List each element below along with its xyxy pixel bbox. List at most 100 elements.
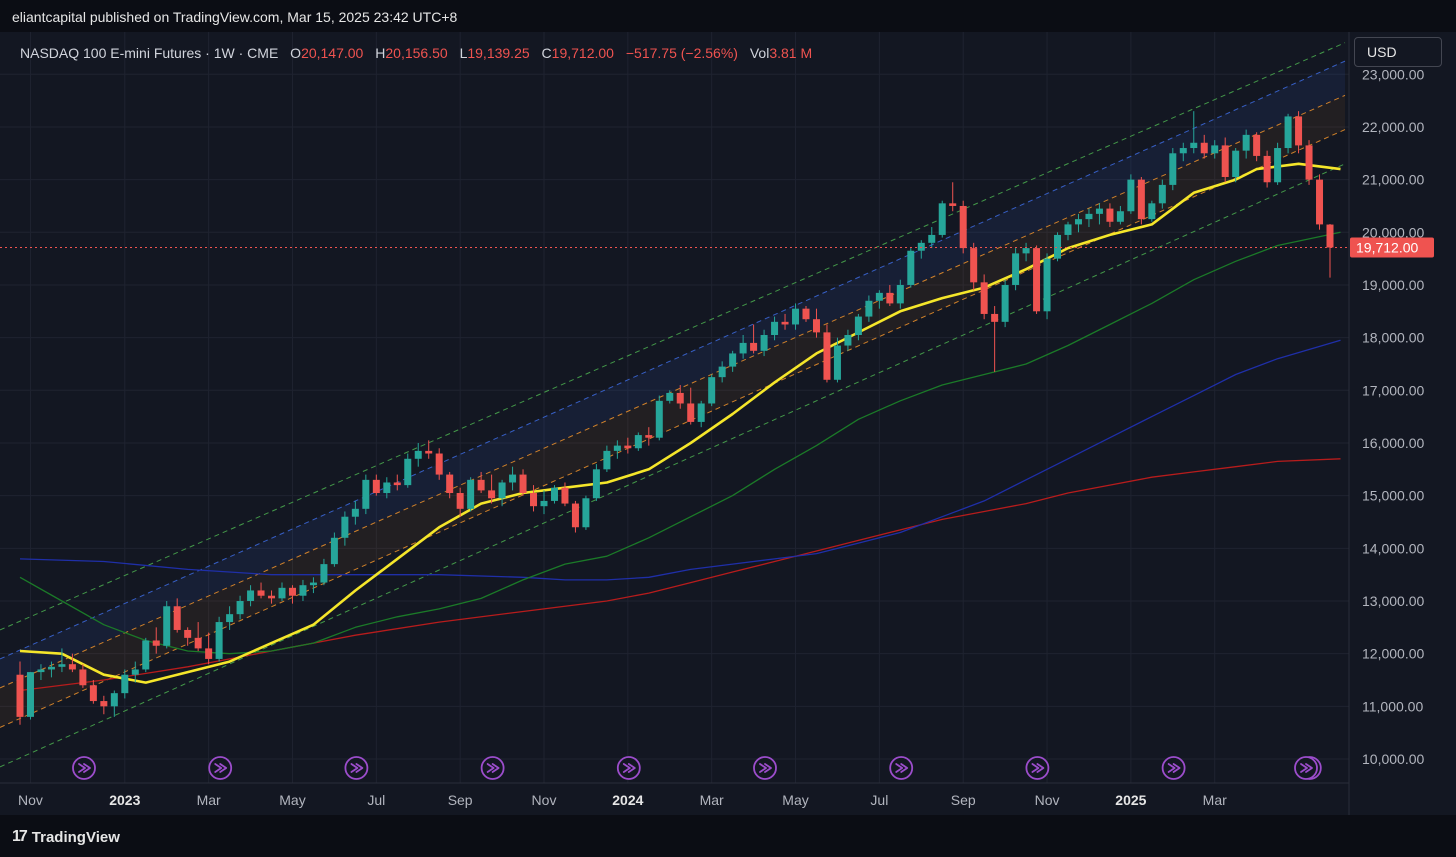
candle[interactable] — [330, 532, 338, 567]
candle[interactable] — [498, 479, 506, 507]
candle[interactable] — [37, 664, 45, 680]
candle[interactable] — [372, 474, 380, 496]
tradingview-logo[interactable]: 17 TradingView — [12, 827, 120, 847]
earnings-marker-icon[interactable] — [753, 756, 777, 780]
candle[interactable] — [205, 632, 213, 665]
time-axis[interactable]: Nov 2023 Mar May Jul Sep Nov 2024 Mar May Jul Sep No… — [18, 792, 1227, 808]
earnings-marker-icon[interactable] — [616, 756, 641, 780]
candle[interactable] — [697, 400, 705, 428]
candle[interactable] — [519, 469, 527, 496]
candle[interactable] — [477, 471, 485, 494]
candle[interactable] — [666, 390, 674, 404]
candle[interactable] — [1316, 174, 1324, 230]
candle[interactable] — [1263, 150, 1271, 188]
candle[interactable] — [634, 432, 642, 451]
candle[interactable] — [854, 313, 862, 341]
candle[interactable] — [47, 661, 55, 678]
earnings-marker-icon[interactable] — [1294, 756, 1318, 780]
candle[interactable] — [1158, 179, 1166, 209]
candle[interactable] — [1074, 213, 1082, 233]
candle[interactable] — [1232, 148, 1240, 183]
candle[interactable] — [1169, 148, 1177, 191]
candle[interactable] — [1221, 137, 1229, 183]
candle[interactable] — [812, 308, 820, 338]
earnings-marker-icon[interactable] — [889, 756, 914, 780]
candle[interactable] — [1064, 221, 1072, 241]
candle[interactable] — [928, 227, 936, 249]
price-axis[interactable]: 10,000.00 11,000.00 12,000.00 13,000.00 14,0… — [1362, 66, 1424, 767]
candle[interactable] — [833, 337, 841, 383]
candle[interactable] — [844, 329, 852, 351]
candle[interactable] — [26, 672, 34, 720]
candle[interactable] — [1190, 111, 1198, 154]
candle[interactable] — [1054, 232, 1062, 262]
candle[interactable] — [561, 482, 569, 507]
candle[interactable] — [488, 474, 496, 504]
candle[interactable] — [1043, 253, 1051, 320]
candle[interactable] — [792, 303, 800, 330]
candle[interactable] — [341, 511, 349, 546]
candle[interactable] — [938, 200, 946, 238]
candle[interactable] — [1284, 113, 1292, 154]
candle[interactable] — [771, 316, 779, 341]
candle[interactable] — [907, 248, 915, 288]
candle[interactable] — [509, 466, 517, 491]
candle[interactable] — [257, 582, 265, 599]
candle[interactable] — [1295, 111, 1303, 154]
candle[interactable] — [729, 350, 737, 372]
candle[interactable] — [1211, 140, 1219, 159]
candle[interactable] — [875, 290, 883, 309]
candle[interactable] — [247, 585, 255, 607]
candle[interactable] — [309, 577, 317, 594]
candle[interactable] — [823, 324, 831, 383]
candle[interactable] — [1001, 279, 1009, 328]
candle[interactable] — [540, 490, 548, 515]
candle[interactable] — [142, 637, 150, 673]
candle[interactable] — [571, 500, 579, 533]
candle[interactable] — [687, 387, 695, 425]
candle[interactable] — [718, 361, 726, 383]
earnings-marker-icon[interactable] — [480, 756, 505, 780]
candle[interactable] — [1179, 142, 1187, 162]
candle[interactable] — [467, 477, 475, 512]
candle[interactable] — [1137, 176, 1145, 225]
candle[interactable] — [100, 695, 108, 715]
candle[interactable] — [802, 306, 810, 322]
candle[interactable] — [414, 442, 422, 467]
candle[interactable] — [917, 240, 925, 259]
candle[interactable] — [351, 500, 359, 525]
candle[interactable] — [603, 445, 611, 472]
candle[interactable] — [89, 679, 97, 704]
candle[interactable] — [613, 440, 621, 459]
candle[interactable] — [215, 616, 223, 662]
candle[interactable] — [58, 648, 66, 673]
candle[interactable] — [750, 324, 758, 354]
candle[interactable] — [980, 274, 988, 320]
candle[interactable] — [865, 295, 873, 322]
candle[interactable] — [68, 653, 76, 673]
candle[interactable] — [1274, 142, 1282, 185]
candle[interactable] — [896, 279, 904, 309]
candle[interactable] — [278, 582, 286, 601]
candle[interactable] — [708, 374, 716, 407]
candle[interactable] — [320, 558, 328, 586]
candle[interactable] — [624, 437, 632, 454]
candle[interactable] — [131, 661, 139, 683]
candle[interactable] — [383, 477, 391, 499]
candle[interactable] — [1085, 208, 1093, 228]
candle[interactable] — [435, 448, 443, 480]
candle[interactable] — [288, 585, 296, 604]
candle[interactable] — [236, 595, 244, 620]
candle[interactable] — [530, 485, 538, 512]
candle[interactable] — [1127, 174, 1135, 214]
earnings-marker-icon[interactable] — [1025, 756, 1050, 780]
candle[interactable] — [781, 313, 789, 330]
candle[interactable] — [645, 427, 653, 446]
candlestick-series[interactable] — [16, 111, 1334, 725]
candle[interactable] — [970, 242, 978, 291]
candle[interactable] — [194, 622, 202, 652]
earnings-marker-icon[interactable] — [72, 756, 96, 780]
candle[interactable] — [163, 600, 171, 649]
candle[interactable] — [404, 453, 412, 488]
